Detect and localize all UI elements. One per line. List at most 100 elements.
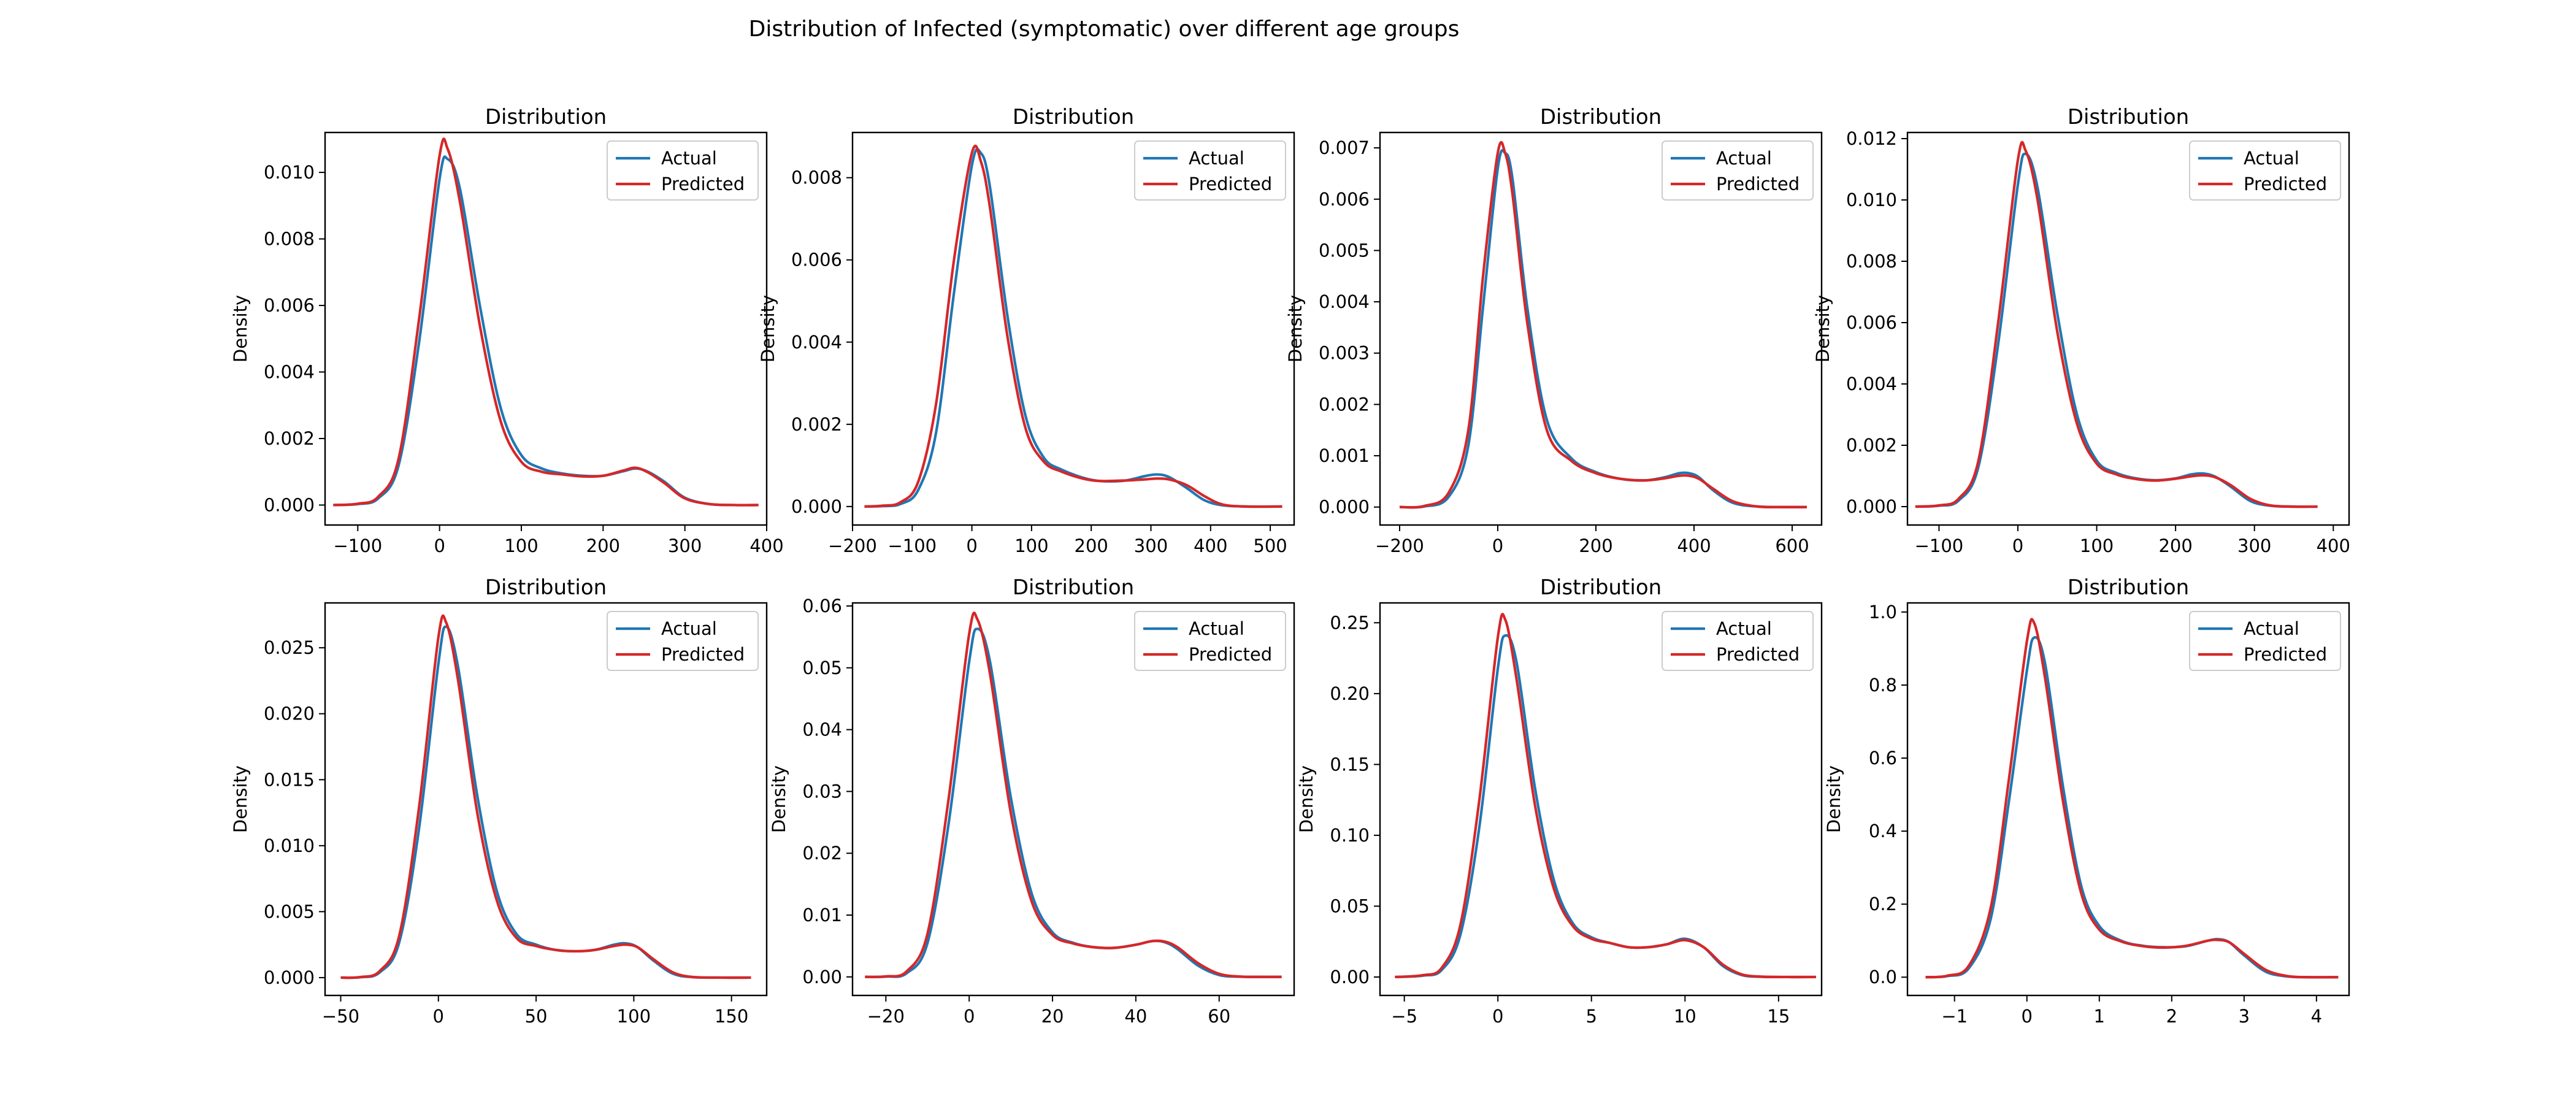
y-axis-label: Density	[1285, 295, 1306, 362]
subplot-title: Distribution	[1013, 105, 1134, 129]
y-tick-label: 0.004	[1846, 374, 1897, 394]
series-group	[333, 137, 759, 507]
x-tick-label: 400	[749, 535, 783, 556]
x-tick-label: 0	[434, 535, 445, 556]
x-tick-label: 20	[1041, 1006, 1064, 1027]
x-tick-label: 0	[2022, 1006, 2033, 1027]
y-tick-label: 0.007	[1319, 137, 1370, 158]
x-tick-label: 0	[964, 1006, 975, 1027]
x-tick-label: 400	[1677, 535, 1711, 556]
y-tick-label: 0.008	[264, 229, 315, 250]
x-tick-label: 100	[2080, 535, 2114, 556]
y-tick-label: 0.20	[1330, 683, 1370, 704]
subplot-title: Distribution	[485, 105, 607, 129]
subplot-title: Distribution	[1540, 575, 1662, 600]
y-tick-label: 1.0	[1869, 602, 1897, 623]
x-tick-label: 5	[1586, 1006, 1597, 1027]
legend: Actual Predicted	[607, 611, 759, 671]
y-tick-label: 0.000	[264, 494, 315, 515]
y-tick-label: 0.004	[264, 362, 315, 383]
subplot-title: Distribution	[1540, 105, 1662, 129]
legend-label-predicted: Predicted	[2244, 174, 2327, 194]
series-group	[865, 611, 1282, 978]
y-tick-label: 0.05	[1330, 895, 1370, 916]
x-tick-label: 15	[1767, 1006, 1790, 1027]
x-tick-label: 3	[2239, 1006, 2250, 1027]
legend: Actual Predicted	[607, 140, 759, 201]
y-tick-label: 0.000	[264, 967, 315, 988]
x-tick-label: 400	[2317, 535, 2350, 556]
axes-frame	[1379, 602, 1823, 997]
x-tick-label: −1	[1941, 1006, 1968, 1027]
series-line-actual	[865, 627, 1282, 978]
y-tick-label: 0.4	[1869, 821, 1897, 841]
series-group	[1925, 618, 2339, 979]
legend: Actual Predicted	[1662, 611, 1814, 671]
y-tick-label: 0.006	[1319, 189, 1370, 210]
subplot-title: Distribution	[485, 575, 607, 600]
subplot-8: Distribution −1 0 1 2 3 4 0.0 0.2 0.4 0.6 0.8 1.0 Den…	[1823, 575, 2350, 1027]
subplot-title: Distribution	[2068, 575, 2189, 600]
y-tick-label: 0.05	[802, 657, 842, 678]
y-tick-label: 0.0	[1869, 967, 1897, 987]
y-tick-label: 0.008	[1846, 251, 1897, 272]
subplot-2: Distribution −200 −100 0 100 200 300 400 500 0.00…	[757, 105, 1295, 556]
axes-frame	[851, 602, 1295, 997]
x-tick-label: 100	[617, 1006, 651, 1027]
x-tick-label: 1	[2094, 1006, 2105, 1027]
y-tick-label: 0.005	[264, 901, 315, 922]
series-group	[1399, 140, 1807, 509]
y-tick-label: 0.002	[1846, 435, 1897, 456]
y-tick-label: 0.8	[1869, 675, 1897, 696]
y-tick-label: 0.15	[1330, 754, 1370, 775]
axes-frame	[1906, 602, 2350, 997]
x-tick-label: −50	[322, 1006, 359, 1027]
y-tick-label: 0.006	[264, 295, 315, 316]
series-line-actual	[864, 148, 1282, 508]
y-tick-label: 0.005	[1319, 240, 1370, 261]
legend-label-actual: Actual	[1716, 148, 1772, 169]
y-tick-label: 0.010	[264, 162, 315, 183]
y-tick-label: 0.000	[791, 496, 842, 517]
x-tick-label: 4	[2311, 1006, 2322, 1027]
series-line-predicted	[864, 144, 1282, 508]
legend-label-actual: Actual	[661, 618, 717, 639]
series-line-actual	[1915, 152, 2318, 508]
axes-frame	[1906, 131, 2350, 526]
subplot-7: Distribution −5 0 5 10 15 0.00 0.05 0.10 0.15 0.20…	[1296, 575, 1823, 1027]
axes-frame	[1379, 131, 1823, 526]
series-group	[1395, 613, 1816, 979]
y-axis-label: Density	[1812, 295, 1833, 362]
y-tick-label: 0.002	[264, 428, 315, 449]
x-tick-label: −20	[867, 1006, 905, 1027]
x-tick-label: 300	[668, 535, 702, 556]
x-tick-label: 0	[966, 535, 977, 556]
series-line-predicted	[1915, 140, 2318, 508]
axes-frame	[851, 131, 1295, 526]
x-tick-label: 200	[2158, 535, 2192, 556]
y-tick-label: 0.000	[1319, 497, 1370, 518]
y-tick-label: 0.006	[1846, 312, 1897, 333]
x-tick-label: 400	[1194, 535, 1227, 556]
legend-label-actual: Actual	[1189, 618, 1244, 639]
y-tick-label: 0.00	[802, 967, 842, 987]
legend-label-predicted: Predicted	[1189, 644, 1272, 665]
y-tick-label: 0.012	[1846, 128, 1897, 149]
series-line-predicted	[1399, 140, 1807, 509]
subplot-1: Distribution −100 0 100 200 300 400 0.000 0.002 0…	[230, 105, 784, 556]
legend: Actual Predicted	[2189, 140, 2341, 201]
y-tick-label: 0.010	[264, 835, 315, 856]
subplot-5: Distribution −50 0 50 100 150 0.000 0.005 0.010 0…	[230, 575, 768, 1027]
y-axis-label: Density	[757, 295, 778, 362]
y-axis-label: Density	[769, 765, 789, 833]
x-tick-label: 150	[715, 1006, 748, 1027]
y-tick-label: 0.015	[264, 769, 315, 790]
legend-label-actual: Actual	[2244, 148, 2299, 169]
legend: Actual Predicted	[1134, 140, 1286, 201]
legend-label-actual: Actual	[661, 148, 717, 169]
y-tick-label: 0.6	[1869, 748, 1897, 769]
legend-label-predicted: Predicted	[1716, 174, 1800, 194]
x-tick-label: 60	[1208, 1006, 1230, 1027]
